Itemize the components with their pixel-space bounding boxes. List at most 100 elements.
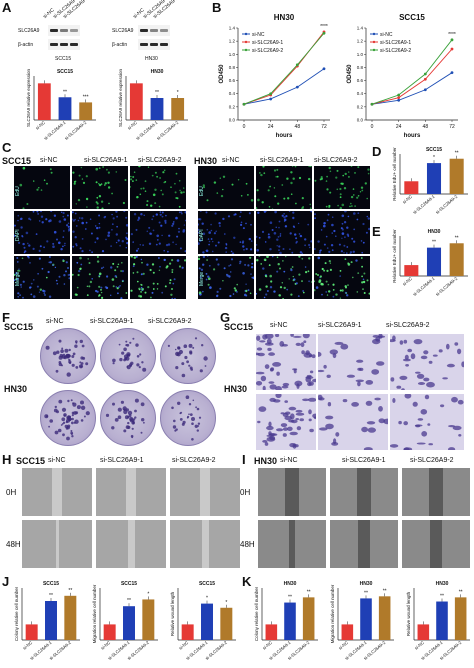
row-label: EdU [199, 186, 205, 196]
y-axis-label: Relative EdU+ cell number [392, 229, 397, 283]
significance-label: ** [364, 590, 368, 596]
tick-label: 48 [423, 124, 429, 130]
panel-letter-j: J [2, 574, 10, 589]
tick-label: 0.0 [229, 118, 236, 123]
legend-label: si-SLC26A9-1 [380, 40, 411, 46]
y-axis-label: Colony relative cell number [254, 586, 259, 641]
bar [25, 624, 38, 640]
colony-dish [160, 328, 216, 384]
panel-letter-a: A [2, 0, 12, 15]
blot-cell-label: SCC15 [55, 56, 72, 62]
tick-label: si-NC [22, 640, 33, 651]
significance-label: ** [68, 588, 72, 594]
bar [58, 97, 72, 120]
tick-label: 0.8 [229, 65, 236, 70]
bar [123, 606, 135, 640]
significance-label: ** [307, 589, 311, 595]
col-label: si-NC [48, 457, 66, 464]
row-label: DAPI [15, 229, 21, 241]
chart-title: HN30 [360, 581, 373, 587]
series-line [371, 72, 453, 105]
colony-dish [100, 390, 156, 446]
panel-letter-h: H [2, 452, 12, 467]
significance-label: **** [320, 24, 328, 30]
tick-label: 0.4 [229, 91, 236, 96]
wound-image [96, 468, 166, 516]
panel-letter-d: D [372, 144, 382, 159]
tick-label: si-NC [127, 120, 138, 131]
fluorescence-image [72, 211, 128, 254]
chart-title: SCC15 [399, 13, 425, 22]
chart-title: SCC15 [199, 581, 215, 587]
row-label: Merge [15, 271, 21, 286]
row-label: Merge [199, 271, 205, 286]
transwell-image [318, 334, 388, 390]
tick-label: 0 [371, 124, 374, 130]
bar [436, 601, 448, 640]
bar [265, 624, 278, 640]
tick-label: 0.2 [357, 104, 364, 109]
significance-label: **** [448, 32, 456, 38]
panel-letter-c: C [2, 140, 12, 155]
y-axis-label: Relative wound length [406, 591, 411, 636]
significance-label: ** [383, 588, 387, 594]
significance-label: ** [455, 235, 459, 241]
row-label: EdU [15, 186, 21, 196]
legend-label: si-NC [380, 32, 393, 38]
legend-label: si-NC [252, 32, 265, 38]
fluorescence-image [72, 256, 128, 299]
colony-dish [40, 328, 96, 384]
tick-label: si-NC [262, 640, 273, 651]
fluorescence-image [314, 211, 370, 254]
bar [449, 243, 464, 276]
col-label: si-NC [222, 157, 240, 164]
significance-label: ** [432, 240, 436, 246]
wound-image [402, 520, 470, 568]
significance-label: * [206, 596, 208, 602]
chart-title: SCC15 [57, 69, 73, 75]
col-label: si-SLC26A9-1 [90, 318, 134, 325]
col-label: si-SLC26A9-1 [260, 157, 304, 164]
chart-title: SCC15 [43, 581, 59, 587]
tick-label: 48 [295, 124, 301, 130]
data-point [450, 47, 454, 51]
chart-title: HN30 [284, 581, 297, 587]
fluorescence-image [130, 211, 186, 254]
significance-label: ** [440, 594, 444, 600]
blot-strip [48, 25, 80, 36]
bar [426, 163, 442, 194]
tick-label: si-NC [178, 640, 189, 651]
bar-chart-d: SCC15 Relative EdU+ cell number si-NC * si-S… [392, 147, 468, 215]
data-point [370, 102, 374, 106]
col-label: si-SLC26A9-1 [84, 157, 128, 164]
colony-dish [160, 390, 216, 446]
tick-label: 1.0 [229, 52, 236, 57]
blot-label-actin: β-actin [112, 42, 128, 48]
row-label: SCC15 [4, 322, 34, 332]
bar-chart-a-hn30: HN30 SLC26A9 relative expression si-NC ** si… [118, 68, 188, 141]
panel-letter-f: F [2, 310, 10, 325]
bar [103, 624, 116, 640]
blot-cell-label: HN30 [145, 56, 158, 62]
bar-chart-a-scc15: SCC15 SLC26A9 relative expression si-NC ** s… [26, 68, 96, 141]
row-label: HN30 [4, 384, 28, 394]
bar [426, 247, 442, 276]
bar [201, 603, 213, 640]
y-axis-label: Relative EdU+ cell number [392, 147, 397, 201]
significance-label: ** [63, 89, 67, 95]
cell-line-label: SCC15 [2, 156, 32, 166]
wound-image [96, 520, 166, 568]
wound-image [170, 468, 240, 516]
significance-label: ** [459, 589, 463, 595]
tick-label: 0 [243, 124, 246, 130]
blot-label-slc26a9: SLC26A9 [112, 28, 134, 34]
tick-label: si-SLC26A9-2 [156, 120, 180, 141]
fluorescence-image [256, 211, 312, 254]
col-label: si-SLC26A9-2 [410, 457, 454, 464]
significance-label: ** [155, 90, 159, 96]
data-point [423, 88, 427, 92]
significance-label: ** [288, 595, 292, 601]
col-label: si-SLC26A9-2 [172, 457, 216, 464]
